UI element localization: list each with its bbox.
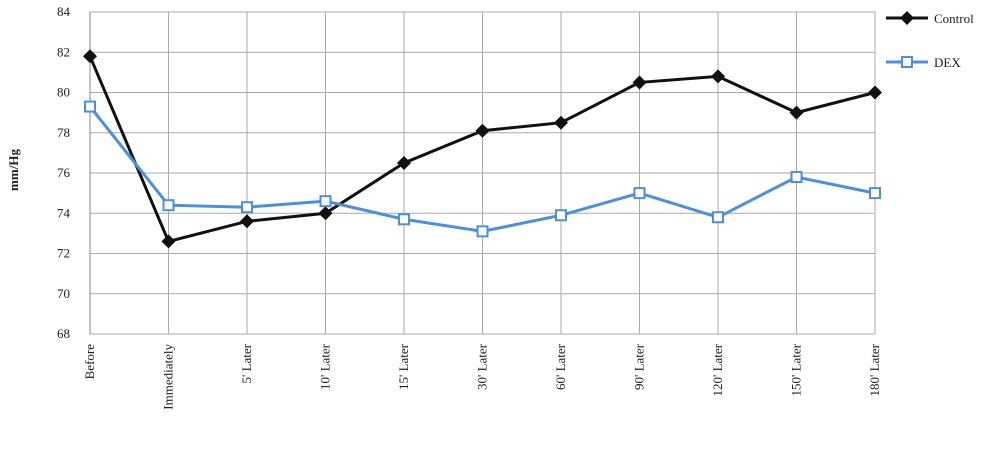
x-tick-label: 60' Later (553, 343, 568, 390)
x-tick-label: 150' Later (789, 343, 804, 396)
marker (319, 195, 332, 208)
marker (162, 199, 175, 212)
marker (241, 201, 253, 214)
x-tick-label: 15' Later (396, 343, 411, 390)
legend-label: Control (934, 11, 974, 26)
marker (83, 49, 97, 64)
marker (318, 206, 333, 221)
marker (475, 123, 490, 138)
marker (555, 209, 567, 222)
y-tick-label: 70 (57, 286, 70, 301)
y-tick-label: 74 (57, 205, 71, 220)
marker (240, 214, 254, 229)
marker (398, 213, 410, 226)
x-tick-label: 5' Later (239, 343, 254, 383)
marker (632, 75, 647, 90)
marker (712, 211, 724, 224)
x-tick-label: Before (82, 344, 97, 380)
marker (868, 85, 882, 100)
marker (476, 225, 489, 238)
y-tick-label: 72 (57, 246, 70, 261)
y-tick-label: 80 (57, 85, 70, 100)
marker (161, 234, 176, 249)
marker (900, 11, 914, 25)
marker (789, 105, 804, 120)
y-tick-label: 78 (57, 125, 70, 140)
marker (84, 100, 96, 113)
marker (869, 187, 881, 200)
y-tick-label: 84 (57, 4, 71, 19)
marker (901, 56, 913, 68)
marker (633, 187, 646, 200)
y-tick-label: 76 (57, 165, 71, 180)
x-tick-label: Immediately (161, 344, 176, 410)
y-tick-label: 82 (57, 44, 70, 59)
legend-label: DEX (934, 55, 961, 70)
x-tick-label: 10' Later (318, 343, 333, 390)
x-tick-label: 180' Later (867, 343, 882, 396)
x-tick-label: 120' Later (710, 343, 725, 396)
x-tick-label: 90' Later (632, 343, 647, 390)
x-tick-label: 30' Later (475, 343, 490, 390)
marker (397, 155, 411, 170)
marker (790, 171, 803, 184)
marker (711, 69, 725, 84)
marker (554, 115, 568, 130)
y-tick-label: 68 (57, 326, 70, 341)
y-axis-label: mm/Hg (6, 149, 21, 191)
